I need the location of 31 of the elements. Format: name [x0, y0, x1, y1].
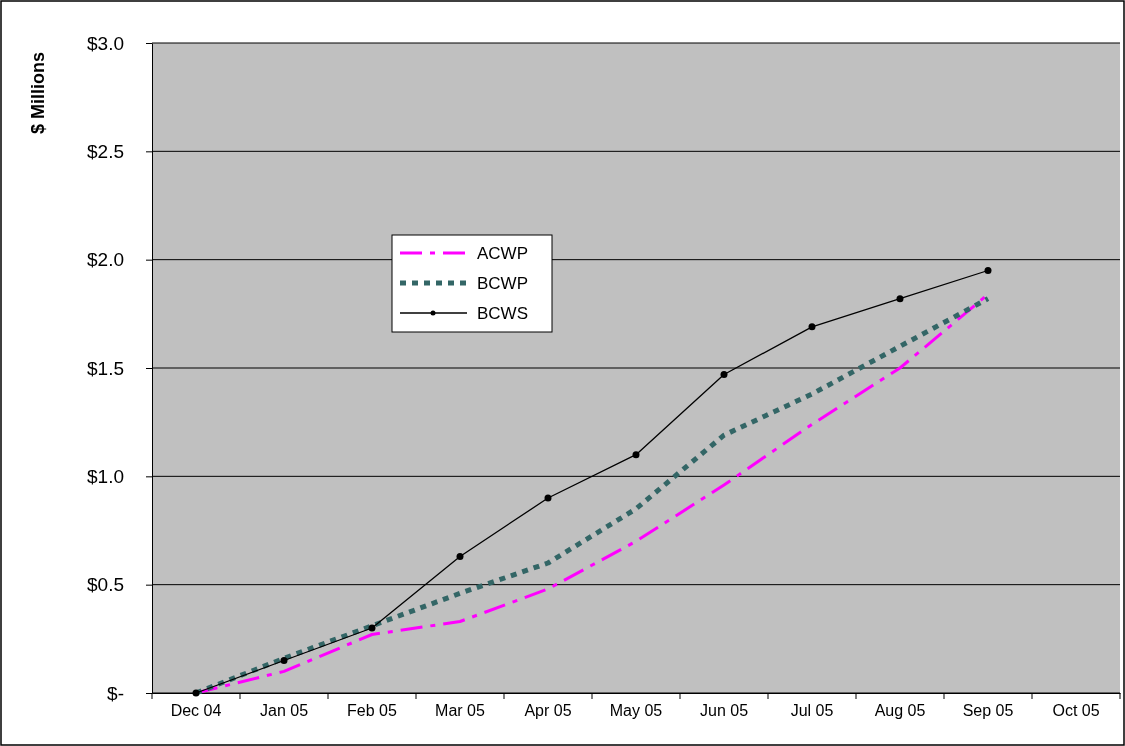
- y-tick-label: $-: [107, 682, 124, 704]
- y-tick-label: $2.5: [87, 140, 124, 162]
- y-tick-label: $1.5: [87, 357, 124, 379]
- x-tick-label: Jan 05: [259, 702, 309, 720]
- point: [280, 657, 288, 664]
- legend-label: BCWP: [477, 274, 528, 293]
- x-tick-label: Jul 05: [790, 702, 834, 720]
- y-tick-label: $1.0: [87, 465, 124, 487]
- x-tick-label: Feb 05: [347, 702, 398, 720]
- legend-label: BCWS: [477, 304, 528, 323]
- point: [368, 624, 376, 632]
- x-tick-label: Oct 05: [1052, 702, 1100, 720]
- y-axis-title: $ Millions: [28, 51, 48, 135]
- x-tick-label: Jun 05: [699, 702, 749, 720]
- legend-label: ACWP: [477, 244, 528, 263]
- y-tick-label: $3.0: [87, 32, 124, 54]
- x-tick-label: Sep 05: [962, 702, 1014, 720]
- x-tick-label: Dec 04: [170, 702, 222, 720]
- point: [544, 494, 552, 502]
- y-tick-label: $0.5: [87, 574, 124, 596]
- x-tick-label: Aug 05: [874, 702, 926, 720]
- x-tick-label: Mar 05: [435, 702, 485, 720]
- point: [632, 451, 640, 459]
- point: [720, 371, 728, 378]
- x-tick-label: Apr 05: [524, 702, 572, 720]
- x-tick-label: May 05: [609, 702, 663, 720]
- point: [896, 295, 904, 303]
- point: [984, 267, 992, 274]
- point: [808, 323, 816, 331]
- y-tick-label: $2.0: [87, 249, 124, 271]
- point: [456, 553, 464, 560]
